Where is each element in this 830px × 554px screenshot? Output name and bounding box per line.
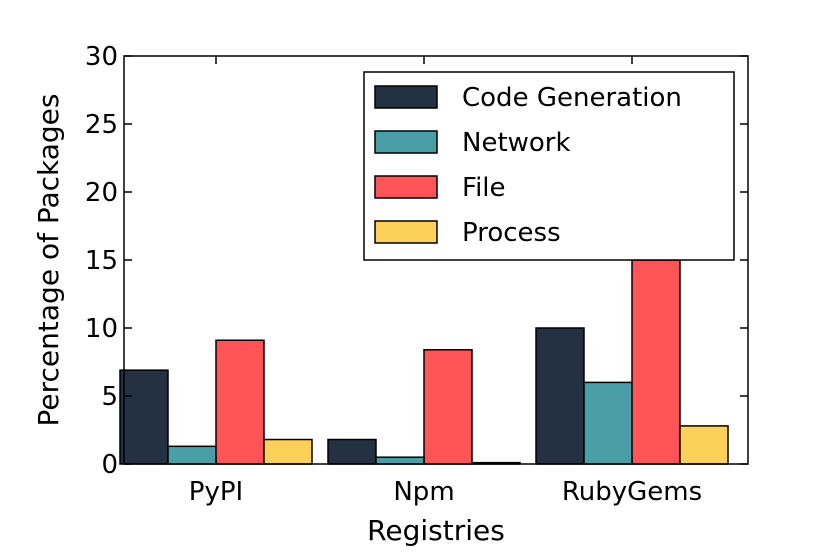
legend-swatch-file <box>374 175 438 199</box>
plot-frame <box>123 55 749 465</box>
bar-code-generation-rubygems <box>535 327 585 465</box>
bar-code-generation-pypi <box>119 369 169 465</box>
bars-group <box>119 259 729 465</box>
legend-label-process: Process <box>462 218 561 248</box>
bar-process-pypi <box>263 438 313 465</box>
y-tick-label: 20 <box>85 178 118 208</box>
bar-code-generation-npm <box>327 438 377 465</box>
y-tick-label: 15 <box>85 246 118 276</box>
bar-network-npm <box>375 456 425 465</box>
y-tick-label: 25 <box>85 110 118 140</box>
bar-file-pypi <box>215 339 265 465</box>
bar-process-rubygems <box>679 425 729 465</box>
legend-label-code-generation: Code Generation <box>462 83 682 113</box>
bar-file-npm <box>423 349 473 465</box>
x-tick-label-rubygems: RubyGems <box>562 477 702 507</box>
legend-label-file: File <box>462 173 506 203</box>
legend: Code Generation Network File Process <box>363 71 735 261</box>
x-tick-label-pypi: PyPI <box>189 477 243 507</box>
legend-swatch-code-generation <box>374 85 438 109</box>
y-tick-label: 0 <box>101 450 118 480</box>
y-tick-label: 10 <box>85 314 118 344</box>
bar-file-rubygems <box>631 259 681 465</box>
y-axis-label: Percentage of Packages <box>32 94 65 427</box>
y-tick-label: 30 <box>85 42 118 72</box>
legend-swatch-network <box>374 130 438 154</box>
y-tick-label: 5 <box>101 382 118 412</box>
bar-network-rubygems <box>583 381 633 465</box>
bar-network-pypi <box>167 445 217 465</box>
legend-swatch-process <box>374 220 438 244</box>
legend-label-network: Network <box>462 128 571 158</box>
x-tick-label-npm: Npm <box>393 477 454 507</box>
ticks-group: 0 5 10 15 20 25 30 PyPI Npm RubyGems <box>85 42 748 507</box>
x-axis-label: Registries <box>367 514 505 547</box>
